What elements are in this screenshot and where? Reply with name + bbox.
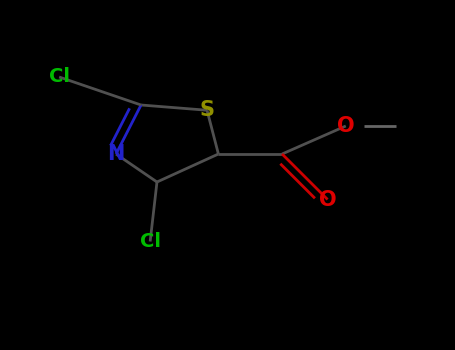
Text: S: S [200, 100, 214, 120]
Text: O: O [337, 116, 354, 136]
Text: N: N [107, 144, 125, 164]
Text: Cl: Cl [49, 68, 70, 86]
Text: O: O [319, 189, 336, 210]
Text: Cl: Cl [140, 232, 161, 251]
